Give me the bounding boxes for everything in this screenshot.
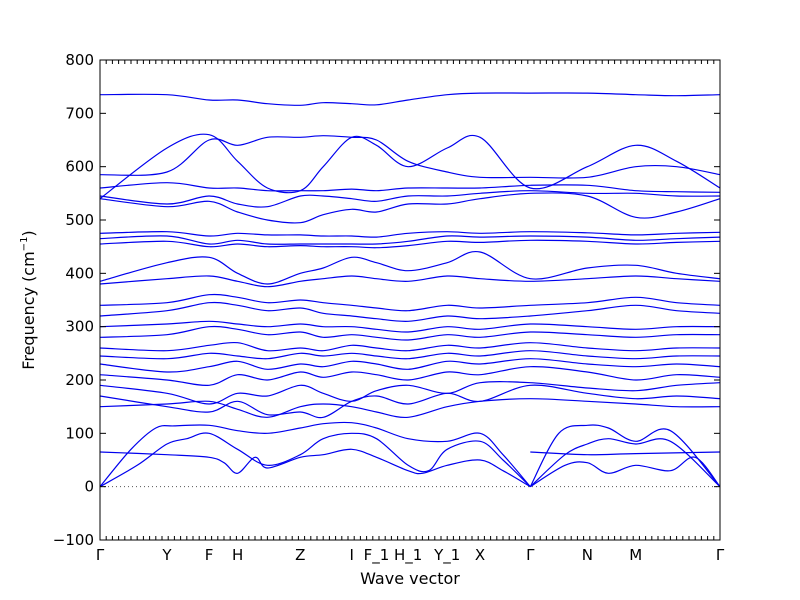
- y-tick-label-9: 800: [65, 51, 94, 69]
- x-tick-label-3: H: [232, 546, 243, 564]
- x-tick-label-11: N: [582, 546, 593, 564]
- x-tick-label-0: Γ: [96, 546, 105, 564]
- y-tick-label-7: 600: [65, 158, 94, 176]
- band-line-7: [530, 451, 721, 456]
- band-line-16: [99, 320, 721, 333]
- x-tick-label-7: H_1: [394, 546, 422, 565]
- y-tick-label-6: 500: [65, 211, 94, 229]
- y-tick-label-3: 200: [65, 371, 94, 389]
- x-tick-label-2: F: [205, 546, 214, 564]
- band-line-18: [99, 293, 721, 312]
- band-line-29: [99, 92, 721, 106]
- band-line-15: [99, 325, 721, 341]
- band-lines: [99, 92, 721, 488]
- x-tick-label-4: Z: [295, 546, 305, 564]
- y-ticks: [100, 59, 720, 541]
- band-line-9: [99, 384, 721, 419]
- band-line-17: [99, 301, 721, 322]
- y-axis-label-unit-exponent: −1: [19, 237, 30, 252]
- y-tick-label-2: 100: [65, 424, 94, 442]
- y-tick-label-1: 0: [84, 478, 94, 496]
- x-tick-label-5: I: [350, 546, 354, 564]
- band-line-5: [529, 438, 721, 488]
- band-line-20: [99, 250, 721, 285]
- y-tick-label-5: 400: [65, 264, 94, 282]
- x-tick-labels: Γ Y F H Z I F_1 H_1 Y_1 X Γ N M Γ: [96, 546, 725, 565]
- y-tick-labels: −100 0 100 200 300 400 500 600 700 800: [53, 51, 94, 549]
- band-line-2: [99, 432, 531, 488]
- x-tick-label-13: Γ: [716, 546, 725, 564]
- band-line-28: [99, 133, 721, 200]
- band-line-12: [99, 358, 721, 373]
- plot-frame: [99, 59, 721, 541]
- x-tick-label-10: Γ: [526, 546, 535, 564]
- band-line-10: [99, 381, 721, 405]
- y-tick-label-0: −100: [53, 531, 94, 549]
- band-line-26: [99, 182, 721, 193]
- band-line-22: [99, 235, 721, 245]
- band-line-11: [99, 366, 721, 387]
- x-ticks: [99, 60, 721, 540]
- y-axis-label: Frequency (cm−1): [19, 230, 38, 369]
- x-tick-label-12: M: [629, 546, 642, 564]
- band-line-13: [99, 350, 721, 360]
- band-line-25: [99, 190, 721, 208]
- band-line-1: [99, 421, 531, 488]
- x-axis-label: Wave vector: [360, 569, 460, 588]
- y-tick-label-8: 700: [65, 104, 94, 122]
- band-line-14: [99, 341, 721, 352]
- y-axis-label-main: Frequency (cm: [19, 251, 38, 369]
- x-tick-label-1: Y: [161, 546, 172, 564]
- band-line-8: [99, 398, 721, 419]
- band-line-21: [99, 239, 721, 249]
- band-line-4: [529, 424, 721, 488]
- x-tick-label-9: X: [475, 546, 485, 564]
- band-line-24: [99, 192, 721, 224]
- band-line-3: [99, 448, 531, 488]
- y-tick-label-4: 300: [65, 318, 94, 336]
- band-line-19: [99, 275, 721, 288]
- x-tick-label-8: Y_1: [433, 546, 460, 565]
- band-line-27: [99, 135, 721, 179]
- band-line-23: [99, 231, 721, 238]
- y-axis-label-close: ): [19, 230, 38, 236]
- band-line-6: [529, 456, 721, 488]
- x-tick-label-6: F_1: [364, 546, 390, 565]
